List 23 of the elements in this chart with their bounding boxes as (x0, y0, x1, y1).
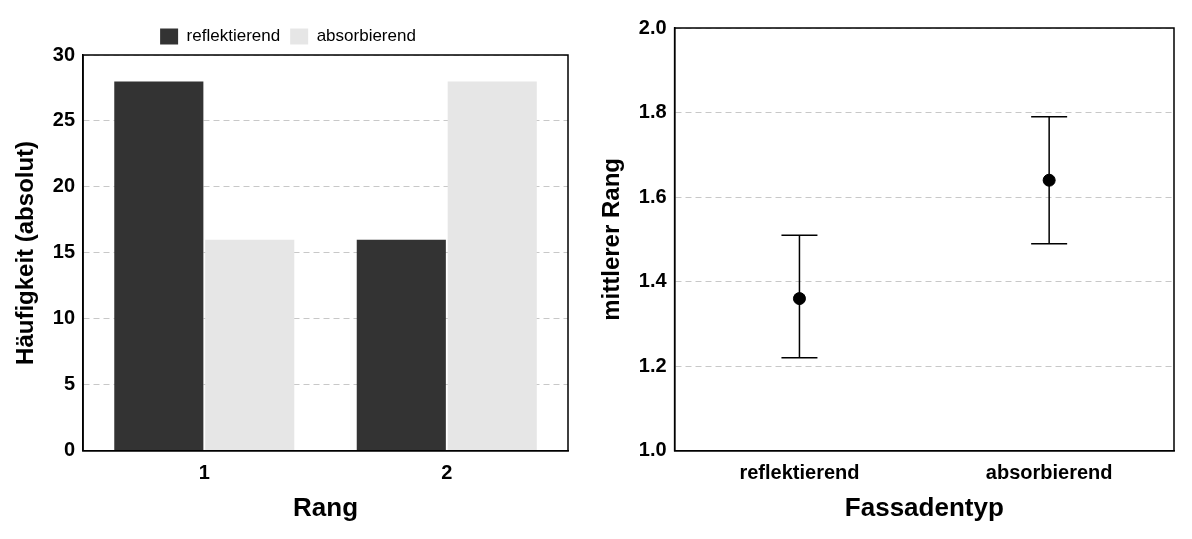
x-tick-label: 2 (441, 461, 453, 484)
x-tick-label: 1 (198, 461, 210, 484)
y-tick-label: 20 (52, 174, 76, 197)
y-tick-label: 1.0 (638, 438, 667, 461)
y-axis-title: mittlerer Rang (597, 158, 625, 321)
legend-label: absorbierend (316, 26, 416, 46)
x-axis-title: Fassadentyp (844, 491, 1004, 522)
y-tick-label: 1.8 (638, 100, 667, 123)
x-tick-label: absorbierend (985, 461, 1113, 484)
x-axis-title: Rang (293, 491, 359, 522)
y-tick-label: 1.4 (638, 269, 668, 292)
y-tick-label: 1.6 (638, 184, 667, 207)
y-tick-label: 15 (52, 240, 76, 263)
y-tick-label: 30 (52, 42, 76, 65)
y-tick-label: 0 (63, 438, 76, 461)
y-tick-label: 5 (63, 372, 76, 395)
y-tick-label: 2.0 (638, 15, 667, 38)
y-tick-label: 25 (52, 108, 76, 131)
y-axis-title: Häufigkeit (absolut) (11, 140, 39, 365)
y-tick-label: 1.2 (638, 353, 667, 376)
x-tick-label: reflektierend (739, 461, 860, 484)
y-tick-label: 10 (52, 306, 76, 329)
legend-label: reflektierend (186, 26, 281, 46)
